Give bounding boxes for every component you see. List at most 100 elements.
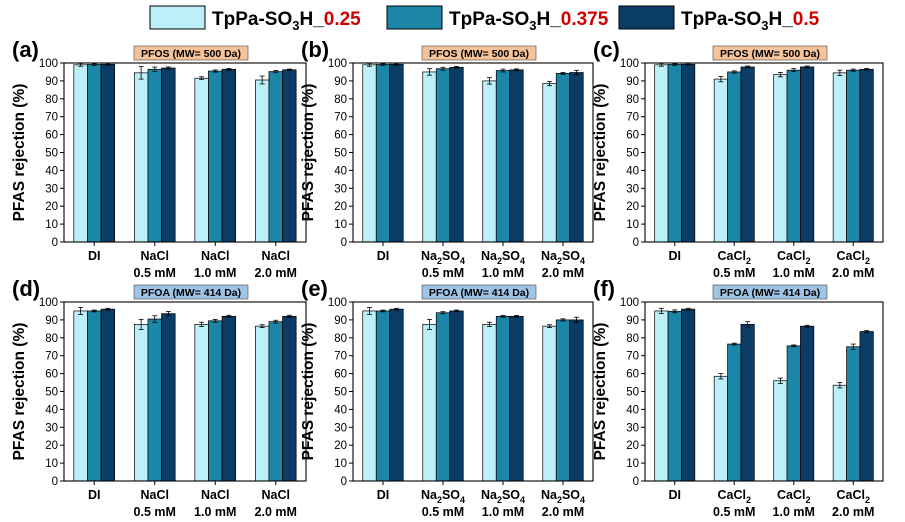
y-tick-label: 30 <box>45 422 58 434</box>
legend-label: TpPa-SO3H_0.25 <box>212 9 361 33</box>
y-tick-label: 40 <box>45 165 58 177</box>
legend-label: TpPa-SO3H_0.375 <box>449 9 609 33</box>
bar <box>509 315 524 482</box>
x-tick-label-concentration: 2.0 mM <box>832 505 874 519</box>
bar <box>681 308 696 482</box>
x-tick-label: Na2SO4 <box>421 249 465 266</box>
bar <box>740 66 755 243</box>
legend-swatch <box>149 5 206 30</box>
x-tick-label: DI <box>669 249 682 263</box>
bar <box>482 324 497 482</box>
bar <box>667 310 682 482</box>
y-tick-label: 20 <box>45 440 58 452</box>
chart-panel-b: (b) PFOS (MW= 500 Da) 0 10 20 30 40 50 60 70 80 90 1… <box>300 37 594 280</box>
legend-swatch <box>618 5 675 30</box>
y-tick-label: 40 <box>334 404 347 416</box>
y-tick-label: 60 <box>626 369 639 381</box>
y-tick-label: 100 <box>620 58 639 70</box>
chart-panel-a: (a) PFOS (MW= 500 Da) 0 10 20 30 40 50 60 70 80 90 1… <box>11 37 307 280</box>
bar <box>449 310 464 482</box>
bar <box>133 72 149 243</box>
compound-badge-label: PFOS (MW= 500 Da) <box>429 48 529 60</box>
bar <box>713 375 728 482</box>
y-tick-label: 50 <box>45 148 58 160</box>
bar <box>362 310 377 482</box>
plot-frame <box>63 62 307 243</box>
bar <box>100 308 116 482</box>
y-tick-label: 90 <box>626 315 639 327</box>
bar <box>800 325 815 482</box>
y-tick-label: 90 <box>45 315 58 327</box>
bar <box>542 83 557 243</box>
x-tick-label-concentration: 1.0 mM <box>194 505 236 519</box>
bar <box>268 71 283 243</box>
y-tick-label: 10 <box>626 219 639 231</box>
x-tick-label-concentration: 2.0 mM <box>542 266 584 280</box>
x-tick-label: Na2SO4 <box>481 488 525 505</box>
bar <box>73 310 88 482</box>
y-tick-label: 0 <box>341 476 347 488</box>
y-tick-label: 0 <box>52 237 58 249</box>
y-tick-label: 0 <box>341 237 347 249</box>
bar <box>100 63 116 243</box>
x-tick-label-concentration: 2.0 mM <box>832 266 874 280</box>
y-tick-label: 10 <box>626 458 639 470</box>
y-tick-label: 20 <box>334 201 347 213</box>
bar <box>133 324 149 482</box>
y-axis-label: PFAS rejection (%) <box>300 84 317 222</box>
y-tick-label: 50 <box>626 387 639 399</box>
y-tick-label: 80 <box>334 333 347 345</box>
bar <box>268 321 283 482</box>
y-tick-label: 0 <box>633 237 639 249</box>
bar <box>786 345 801 482</box>
y-tick-label: 100 <box>39 58 58 70</box>
chart-panel-c: (c) PFOS (MW= 500 Da) 0 10 20 30 40 50 60 70 80 90 1… <box>592 37 884 280</box>
compound-badge-label: PFOA (MW= 414 Da) <box>720 287 820 299</box>
plot-frame <box>352 62 594 243</box>
bar <box>495 70 511 243</box>
x-tick-label: CaCl2 <box>837 488 871 505</box>
compound-badge-label: PFOS (MW= 500 Da) <box>141 48 241 60</box>
bar <box>389 308 404 482</box>
plot-frame <box>644 301 884 482</box>
y-tick-label: 80 <box>626 94 639 106</box>
plot-frame <box>644 62 884 243</box>
bar <box>846 69 861 243</box>
y-tick-label: 100 <box>328 58 347 70</box>
y-tick-label: 80 <box>45 333 58 345</box>
x-tick-label: DI <box>88 488 101 502</box>
bar <box>87 64 102 243</box>
panel-label: (b) <box>301 37 329 62</box>
x-tick-label-concentration: 1.0 mM <box>194 266 236 280</box>
y-tick-label: 20 <box>626 201 639 213</box>
x-tick-label-concentration: 0.5 mM <box>134 266 176 280</box>
bar <box>542 325 557 482</box>
bar <box>569 72 584 243</box>
x-tick-label-concentration: 1.0 mM <box>482 505 524 519</box>
y-tick-label: 40 <box>626 404 639 416</box>
bar <box>282 315 297 482</box>
y-axis-label: PFAS rejection (%) <box>592 84 609 222</box>
x-tick-label-concentration: 1.0 mM <box>482 266 524 280</box>
x-tick-label: NaCl <box>201 249 229 263</box>
compound-badge <box>712 284 828 300</box>
x-tick-label: DI <box>88 249 101 263</box>
bar <box>713 78 728 243</box>
bar <box>87 310 102 482</box>
x-tick-label-concentration: 2.0 mM <box>255 266 297 280</box>
bar <box>194 77 209 243</box>
compound-badge <box>133 284 249 300</box>
bar <box>727 71 742 243</box>
bar <box>509 69 524 243</box>
y-tick-label: 90 <box>334 76 347 88</box>
panel-label: (d) <box>12 276 40 301</box>
bar <box>667 64 682 243</box>
x-tick-label-concentration: 1.0 mM <box>773 505 815 519</box>
chart-panel-f: (f) PFOA (MW= 414 Da) 0 10 20 30 40 50 60 70 80 90 1… <box>592 276 884 519</box>
bar <box>727 343 742 482</box>
compound-badge <box>421 45 537 61</box>
bar <box>73 64 88 243</box>
bar <box>435 312 451 482</box>
bar <box>681 63 696 243</box>
